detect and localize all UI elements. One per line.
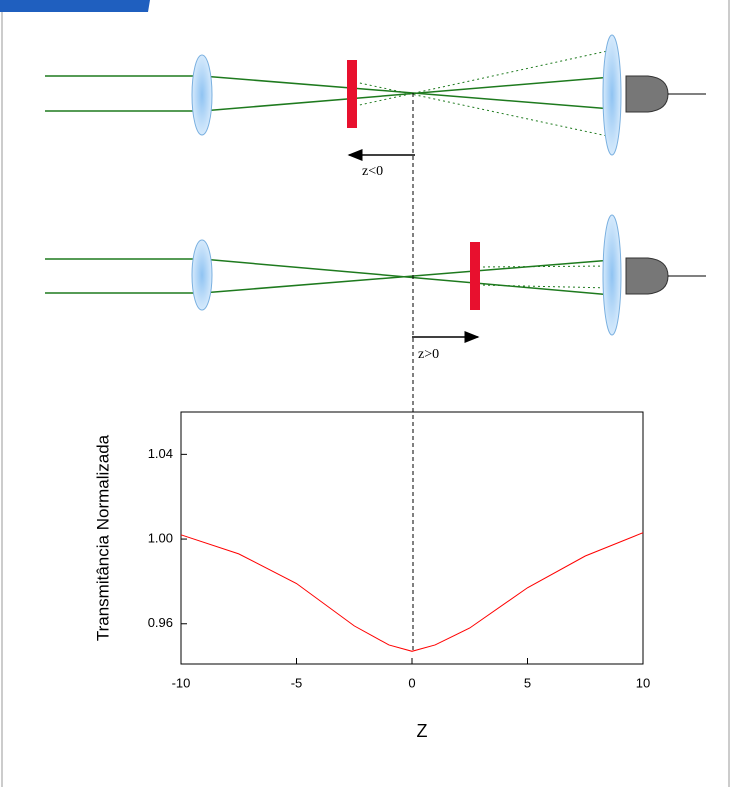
plot-frame <box>180 411 644 665</box>
x-axis-label: Z <box>417 721 428 741</box>
y-tick-label: 1.00 <box>148 530 173 545</box>
annotation: z>0 <box>418 347 439 362</box>
x-tick-label: -5 <box>291 675 303 690</box>
data-line <box>180 532 644 652</box>
setup-bottom <box>45 214 706 343</box>
y-tick-label: 0.96 <box>148 615 173 630</box>
logo <box>0 0 150 12</box>
annotation: z<0 <box>362 164 383 179</box>
y-tick-label: 1.04 <box>148 446 173 461</box>
x-tick-label: 0 <box>408 675 415 690</box>
y-axis-label: Transmitância Normalizada <box>93 434 112 641</box>
x-tick-label: -10 <box>172 675 191 690</box>
setup-top <box>45 34 706 161</box>
x-tick-label: 5 <box>524 675 531 690</box>
x-tick-label: 10 <box>636 675 650 690</box>
